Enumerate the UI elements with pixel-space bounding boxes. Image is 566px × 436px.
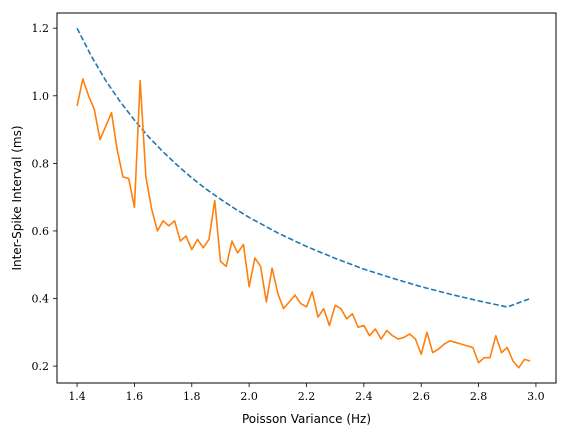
x-tick-label: 1.8 xyxy=(183,390,201,403)
plot-lines xyxy=(76,27,531,369)
x-tick-label: 2.2 xyxy=(298,390,316,403)
x-axis-ticks: 1.4 1.6 1.8 2.0 2.2 2.4 2.6 2.8 3.0 xyxy=(68,383,545,403)
y-tick-label: 1.2 xyxy=(32,22,50,35)
y-tick-label: 1.0 xyxy=(32,90,50,103)
x-tick-label: 2.8 xyxy=(470,390,488,403)
y-tick-label: 0.6 xyxy=(32,225,50,238)
dashed-fit-line xyxy=(76,27,531,308)
x-tick-label: 2.0 xyxy=(240,390,258,403)
y-tick-label: 0.8 xyxy=(32,157,50,170)
x-tick-label: 1.4 xyxy=(68,390,86,403)
x-tick-label: 2.6 xyxy=(412,390,430,403)
x-tick-label: 3.0 xyxy=(527,390,545,403)
y-tick-label: 0.4 xyxy=(32,293,50,306)
x-tick-label: 1.6 xyxy=(126,390,144,403)
x-axis-label: Poisson Variance (Hz) xyxy=(242,412,371,426)
measured-line xyxy=(76,78,531,369)
x-tick-label: 2.4 xyxy=(355,390,373,403)
y-tick-label: 0.2 xyxy=(32,360,50,373)
y-axis-ticks: 0.2 0.4 0.6 0.8 1.0 1.2 xyxy=(32,22,57,373)
y-axis-label: Inter-Spike Interval (ms) xyxy=(10,125,24,270)
